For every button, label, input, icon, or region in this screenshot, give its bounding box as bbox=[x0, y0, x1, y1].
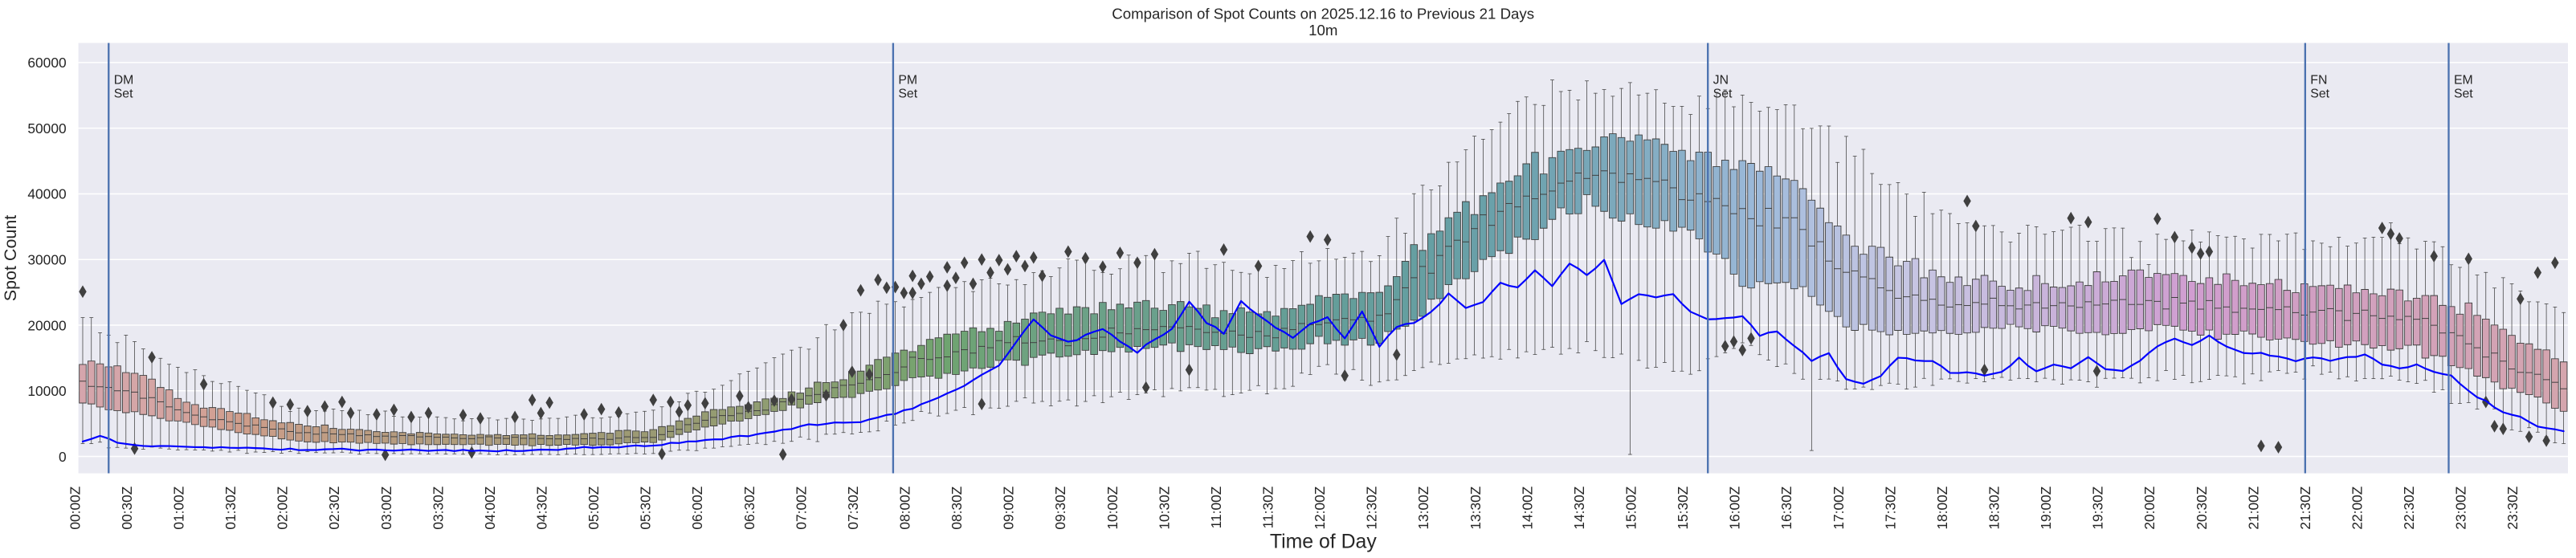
svg-text:16:00Z: 16:00Z bbox=[1727, 486, 1743, 529]
svg-text:06:30Z: 06:30Z bbox=[741, 486, 757, 529]
svg-text:10:00Z: 10:00Z bbox=[1104, 486, 1121, 529]
svg-text:Set: Set bbox=[114, 87, 133, 100]
svg-text:14:30Z: 14:30Z bbox=[1571, 486, 1587, 529]
svg-text:00:00Z: 00:00Z bbox=[67, 486, 83, 529]
svg-text:04:30Z: 04:30Z bbox=[534, 486, 550, 529]
svg-text:18:00Z: 18:00Z bbox=[1934, 486, 1950, 529]
svg-text:Set: Set bbox=[898, 87, 917, 100]
svg-text:11:00Z: 11:00Z bbox=[1208, 486, 1224, 528]
svg-text:20:00Z: 20:00Z bbox=[2141, 486, 2158, 529]
svg-text:0: 0 bbox=[59, 449, 67, 465]
svg-text:50000: 50000 bbox=[27, 120, 66, 136]
svg-text:Spot Count: Spot Count bbox=[1, 215, 20, 302]
svg-text:07:30Z: 07:30Z bbox=[845, 486, 861, 529]
svg-text:12:00Z: 12:00Z bbox=[1312, 486, 1328, 529]
svg-text:15:00Z: 15:00Z bbox=[1623, 486, 1639, 529]
svg-text:20000: 20000 bbox=[27, 317, 66, 333]
svg-text:30000: 30000 bbox=[27, 251, 66, 267]
svg-text:09:30Z: 09:30Z bbox=[1052, 486, 1068, 529]
svg-text:08:30Z: 08:30Z bbox=[949, 486, 965, 529]
svg-text:01:30Z: 01:30Z bbox=[222, 486, 239, 529]
svg-text:02:00Z: 02:00Z bbox=[275, 486, 291, 529]
svg-text:PM: PM bbox=[898, 73, 917, 87]
svg-text:09:00Z: 09:00Z bbox=[1001, 486, 1017, 529]
svg-text:40000: 40000 bbox=[27, 186, 66, 202]
svg-text:Set: Set bbox=[1713, 87, 1733, 100]
svg-text:16:30Z: 16:30Z bbox=[1778, 486, 1794, 529]
svg-text:13:00Z: 13:00Z bbox=[1415, 486, 1431, 529]
svg-text:02:30Z: 02:30Z bbox=[326, 486, 342, 529]
svg-text:12:30Z: 12:30Z bbox=[1364, 486, 1380, 529]
svg-text:10000: 10000 bbox=[27, 383, 66, 399]
svg-text:Comparison of Spot Counts on 2: Comparison of Spot Counts on 2025.12.16 … bbox=[1112, 6, 1534, 22]
svg-text:19:00Z: 19:00Z bbox=[2038, 486, 2054, 529]
svg-text:18:30Z: 18:30Z bbox=[1986, 486, 2002, 529]
svg-text:17:00Z: 17:00Z bbox=[1831, 486, 1847, 529]
svg-text:23:00Z: 23:00Z bbox=[2453, 486, 2469, 529]
svg-text:01:00Z: 01:00Z bbox=[171, 486, 187, 529]
svg-text:05:00Z: 05:00Z bbox=[586, 486, 602, 529]
svg-text:Set: Set bbox=[2454, 87, 2473, 100]
svg-text:03:00Z: 03:00Z bbox=[378, 486, 394, 529]
svg-text:06:00Z: 06:00Z bbox=[689, 486, 705, 529]
svg-text:05:30Z: 05:30Z bbox=[638, 486, 654, 529]
svg-text:13:30Z: 13:30Z bbox=[1468, 486, 1484, 529]
svg-text:Time of Day: Time of Day bbox=[1270, 531, 1377, 552]
svg-text:08:00Z: 08:00Z bbox=[897, 486, 913, 529]
svg-text:03:30Z: 03:30Z bbox=[430, 486, 446, 529]
svg-text:14:00Z: 14:00Z bbox=[1519, 486, 1535, 529]
svg-text:04:00Z: 04:00Z bbox=[482, 486, 498, 529]
svg-text:11:30Z: 11:30Z bbox=[1260, 486, 1276, 528]
svg-text:FN: FN bbox=[2310, 73, 2327, 87]
svg-text:10:30Z: 10:30Z bbox=[1156, 486, 1172, 529]
svg-text:21:00Z: 21:00Z bbox=[2245, 486, 2261, 529]
svg-text:07:00Z: 07:00Z bbox=[793, 486, 809, 529]
svg-text:22:30Z: 22:30Z bbox=[2401, 486, 2417, 529]
svg-text:Set: Set bbox=[2310, 87, 2329, 100]
svg-text:DM: DM bbox=[114, 73, 134, 87]
svg-text:20:30Z: 20:30Z bbox=[2194, 486, 2210, 529]
svg-text:23:30Z: 23:30Z bbox=[2505, 486, 2521, 529]
svg-text:60000: 60000 bbox=[27, 55, 66, 71]
svg-text:19:30Z: 19:30Z bbox=[2090, 486, 2106, 529]
svg-text:17:30Z: 17:30Z bbox=[1882, 486, 1898, 529]
svg-text:15:30Z: 15:30Z bbox=[1675, 486, 1691, 529]
svg-text:22:00Z: 22:00Z bbox=[2349, 486, 2366, 529]
svg-text:JN: JN bbox=[1713, 73, 1729, 87]
svg-text:00:30Z: 00:30Z bbox=[119, 486, 135, 529]
svg-text:EM: EM bbox=[2454, 73, 2473, 87]
svg-text:21:30Z: 21:30Z bbox=[2297, 486, 2313, 529]
svg-text:10m: 10m bbox=[1308, 22, 1337, 39]
